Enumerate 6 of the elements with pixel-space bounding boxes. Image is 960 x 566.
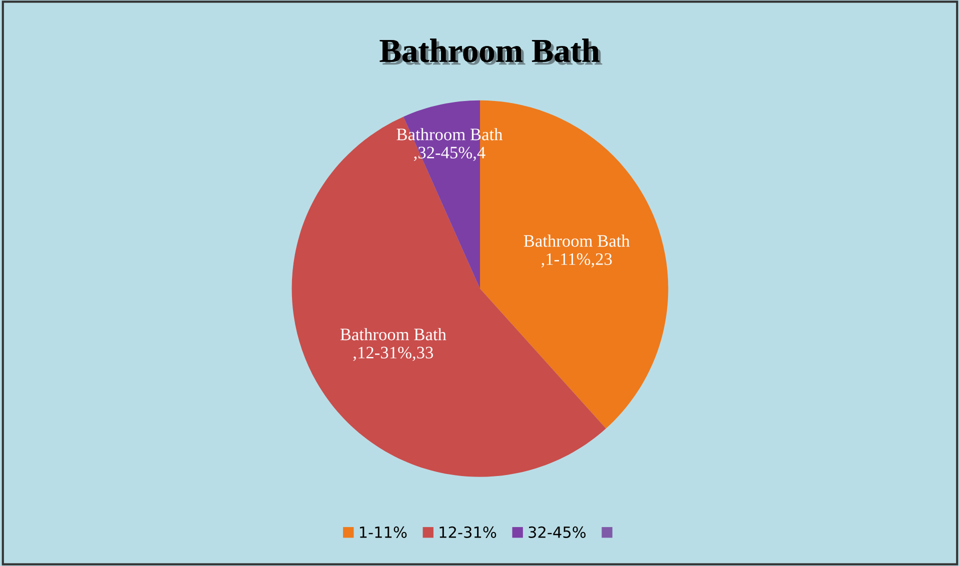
data-label: Bathroom Bath ,1-11%,23 bbox=[524, 234, 630, 268]
chart-title: Bathroom Bath bbox=[380, 38, 602, 65]
legend-label: 1-11% bbox=[360, 526, 407, 538]
legend-label: 12-31% bbox=[440, 526, 496, 538]
legend-label: 32-45% bbox=[528, 526, 586, 538]
data-label: Bathroom Bath ,12-31%,33 bbox=[340, 328, 446, 361]
